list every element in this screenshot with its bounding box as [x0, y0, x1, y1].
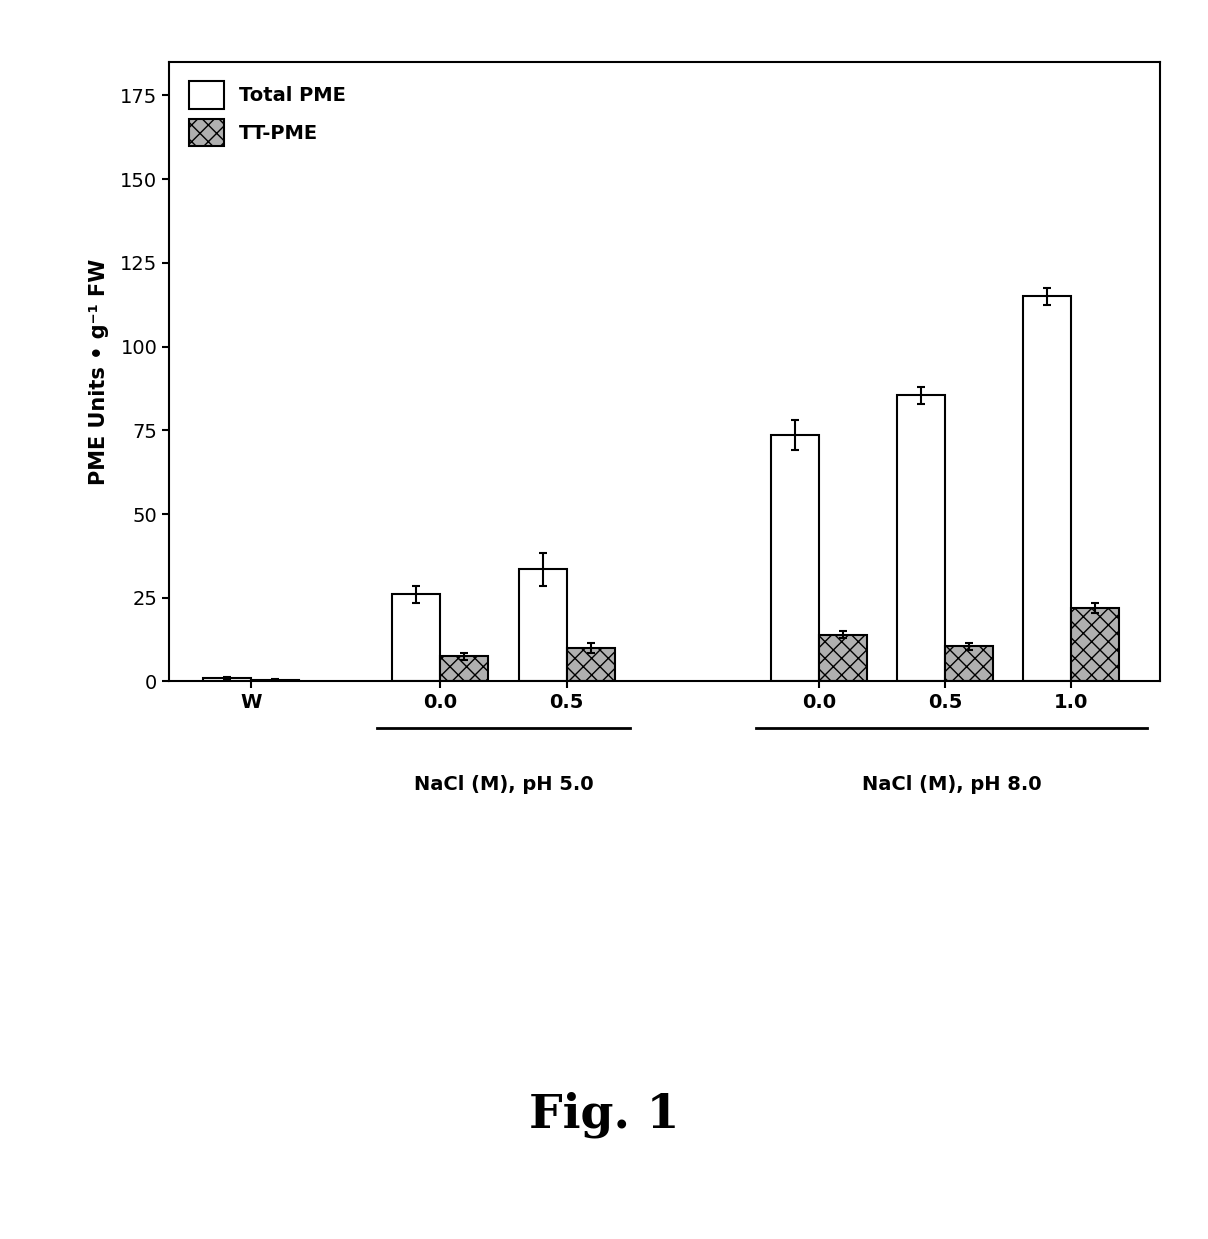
Bar	[1023, 296, 1071, 681]
Text: Fig. 1: Fig. 1	[529, 1092, 679, 1139]
Bar	[945, 647, 993, 681]
Bar	[898, 395, 945, 681]
Bar	[393, 595, 441, 681]
Y-axis label: PME Units • g⁻¹ FW: PME Units • g⁻¹ FW	[89, 259, 109, 484]
Bar	[819, 634, 867, 681]
Bar	[518, 569, 567, 681]
Bar	[441, 657, 488, 681]
Bar	[567, 648, 615, 681]
Bar	[771, 435, 819, 681]
Bar	[251, 680, 300, 681]
Bar	[1071, 608, 1120, 681]
Text: NaCl (M), pH 5.0: NaCl (M), pH 5.0	[413, 776, 593, 794]
Text: NaCl (M), pH 8.0: NaCl (M), pH 8.0	[861, 776, 1041, 794]
Legend: Total PME, TT-PME: Total PME, TT-PME	[179, 72, 355, 156]
Bar	[203, 678, 251, 681]
